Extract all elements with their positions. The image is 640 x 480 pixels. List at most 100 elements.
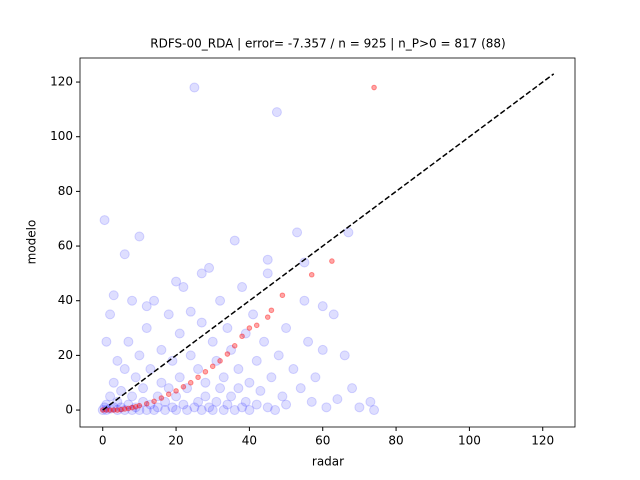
scatter-point — [196, 268, 207, 279]
quantile-point — [217, 358, 223, 364]
scatter-point — [229, 405, 240, 416]
scatter-point — [119, 405, 130, 416]
scatter-point — [240, 396, 251, 407]
quantile-point — [151, 398, 157, 405]
scatter-point — [226, 391, 237, 402]
scatter-point — [189, 402, 200, 413]
scatter-point — [222, 399, 233, 410]
scatter-point — [152, 391, 163, 402]
scatter-point — [207, 336, 218, 347]
quantile-point — [202, 368, 209, 375]
reference-line — [102, 73, 555, 411]
scatter-point — [240, 328, 251, 339]
scatter-point — [182, 383, 193, 394]
scatter-point — [292, 227, 303, 238]
scatter-point — [116, 385, 127, 396]
scatter-point — [215, 295, 226, 306]
scatter-point — [193, 364, 204, 375]
scatter-point — [178, 282, 189, 293]
y-tick-label: 60 — [58, 239, 73, 253]
scatter-point — [145, 399, 156, 410]
scatter-point — [271, 107, 282, 118]
scatter-point — [138, 383, 149, 394]
scatter-point — [211, 396, 222, 407]
scatter-point — [108, 377, 119, 388]
scatter-point — [141, 301, 152, 312]
scatter-point — [167, 402, 178, 413]
scatter-point — [149, 295, 160, 306]
scatter-point — [259, 336, 270, 347]
scatter-point — [262, 254, 273, 265]
quantile-point — [129, 404, 135, 411]
x-tick-label: 100 — [458, 434, 481, 448]
scatter-point — [171, 391, 182, 402]
scatter-point — [295, 383, 306, 394]
scatter-point — [105, 391, 116, 402]
y-tick-label: 0 — [65, 403, 73, 417]
scatter-point — [174, 372, 185, 383]
scatter-point — [105, 309, 116, 320]
quantile-point — [231, 343, 238, 349]
scatter-point — [310, 372, 321, 383]
quantile-point — [253, 322, 260, 329]
scatter-point — [233, 383, 244, 394]
scatter-point — [101, 405, 112, 416]
y-tick-label: 120 — [50, 75, 73, 89]
quantile-point — [329, 258, 335, 264]
scatter-point — [193, 396, 204, 407]
quantile-point — [107, 407, 113, 413]
quantile-point — [173, 388, 179, 394]
scatter-point — [347, 383, 358, 394]
x-tick-label: 60 — [315, 434, 330, 448]
scatter-point — [138, 396, 149, 407]
quantile-point — [110, 407, 117, 413]
scatter-point — [134, 350, 145, 361]
quantile-point — [264, 314, 271, 320]
scatter-point — [123, 399, 134, 410]
scatter-point — [204, 402, 215, 413]
scatter-point — [207, 405, 218, 416]
scatter-point — [189, 82, 200, 93]
scatter-point — [270, 405, 281, 416]
scatter-point — [262, 268, 273, 279]
scatter-point — [185, 306, 196, 317]
scatter-point — [163, 309, 174, 320]
scatter-point — [123, 336, 134, 347]
scatter-point — [332, 394, 343, 405]
scatter-point — [141, 323, 152, 334]
scatter-point — [196, 317, 207, 328]
scatter-point — [299, 295, 310, 306]
scatter-point — [127, 391, 138, 402]
scatter-point — [354, 402, 365, 413]
scatter-point — [160, 396, 171, 407]
scatter-point — [369, 405, 380, 416]
scatter-point — [317, 301, 328, 312]
scatter-point — [185, 350, 196, 361]
quantile-point — [279, 292, 286, 299]
scatter-point — [211, 355, 222, 366]
scatter-point — [134, 231, 145, 242]
y-tick-label: 100 — [50, 129, 73, 143]
quantile-point — [165, 391, 172, 398]
quantile-point — [114, 407, 121, 413]
scatter-point — [303, 336, 314, 347]
scatter-point — [101, 336, 112, 347]
scatter-point — [141, 405, 152, 416]
scatter-point — [281, 399, 292, 410]
scatter-point — [299, 257, 310, 268]
scatter-point — [99, 402, 110, 413]
scatter-point — [343, 227, 354, 238]
scatter-point — [222, 323, 233, 334]
scatter-point — [226, 344, 237, 355]
scatter-point — [119, 249, 130, 260]
scatter-point — [204, 262, 215, 273]
quantile-point — [118, 406, 124, 413]
scatter-point — [178, 399, 189, 410]
scatter-point — [306, 396, 317, 407]
scatter-point — [108, 402, 119, 413]
scatter-point — [130, 372, 141, 383]
quantile-point — [132, 403, 139, 410]
scatter-point — [196, 405, 207, 416]
quantile-point — [308, 271, 315, 278]
